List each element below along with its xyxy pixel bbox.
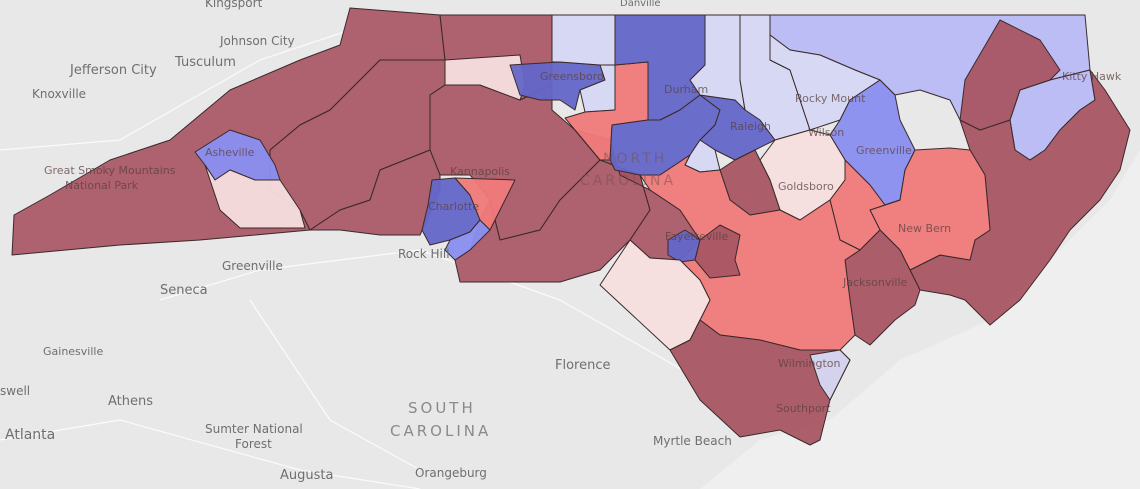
label-greenville-sc: Greenville — [222, 259, 283, 273]
label-raleigh: Raleigh — [730, 120, 771, 133]
road — [159, 249, 701, 381]
district-winston-lean[interactable] — [444, 54, 526, 101]
label-myrtle-beach: Myrtle Beach — [653, 434, 732, 448]
label-rocky-mount: Rocky Mount — [795, 92, 866, 105]
label-roswell: swell — [0, 384, 30, 398]
label-tusculum: Tusculum — [174, 55, 236, 70]
district-henderson[interactable] — [204, 164, 306, 229]
label-knoxville: Knoxville — [32, 87, 86, 101]
label-wilson: Wilson — [808, 126, 844, 139]
label-florence: Florence — [555, 358, 611, 373]
label-state-sc-2: CAROLINA — [390, 422, 491, 440]
label-charlotte: Charlotte — [428, 200, 479, 213]
label-seneca: Seneca — [160, 283, 208, 298]
label-smoky-2: National Park — [65, 179, 139, 192]
ocean — [700, 0, 1140, 489]
label-asheville: Asheville — [205, 146, 255, 159]
label-wilmington: Wilmington — [778, 357, 841, 370]
label-jefferson-city: Jefferson City — [69, 63, 157, 78]
label-fayetteville: Fayetteville — [665, 230, 728, 243]
label-goldsboro: Goldsboro — [778, 180, 834, 193]
label-jacksonville: Jacksonville — [842, 276, 908, 289]
district-wilmington[interactable] — [809, 349, 851, 401]
label-kitty-hawk: Kitty Hawk — [1062, 70, 1122, 83]
road — [0, 419, 421, 489]
district-triad-d[interactable] — [551, 14, 616, 66]
district-charlotte-2[interactable] — [444, 219, 491, 261]
label-greenville-nc: Greenville — [856, 144, 912, 157]
district-cumberland-r[interactable] — [694, 224, 741, 279]
label-rock-hill: Rock Hill — [398, 247, 450, 261]
road — [0, 19, 381, 151]
label-smoky-1: Great Smoky Mountains — [44, 164, 176, 177]
label-gainesville: Gainesville — [43, 345, 103, 358]
label-johnson-city: Johnson City — [219, 34, 295, 48]
district-north-banks[interactable] — [959, 19, 1061, 131]
label-athens: Athens — [108, 394, 153, 409]
label-sumter-2: Forest — [235, 437, 272, 451]
label-new-bern: New Bern — [898, 222, 951, 235]
label-southport: Southport — [776, 402, 831, 415]
label-danville: Danville — [620, 0, 661, 9]
label-kannapolis: Kannapolis — [450, 165, 510, 178]
label-durham: Durham — [664, 83, 708, 96]
label-orangeburg: Orangeburg — [415, 466, 487, 480]
label-kingsport: Kingsport — [205, 0, 263, 10]
road — [249, 299, 421, 471]
label-state-nc-2: CAROLINA — [580, 173, 676, 189]
label-augusta: Augusta — [280, 468, 333, 483]
label-state-nc-1: NORTH — [603, 151, 667, 167]
label-atlanta: Atlanta — [5, 427, 55, 443]
district-piedmont-r[interactable] — [309, 149, 441, 236]
label-sumter-1: Sumter National — [205, 422, 303, 436]
district-kannapolis[interactable] — [454, 177, 516, 231]
label-greensboro: Greensboro — [540, 70, 604, 83]
label-state-sc-1: SOUTH — [408, 399, 476, 417]
